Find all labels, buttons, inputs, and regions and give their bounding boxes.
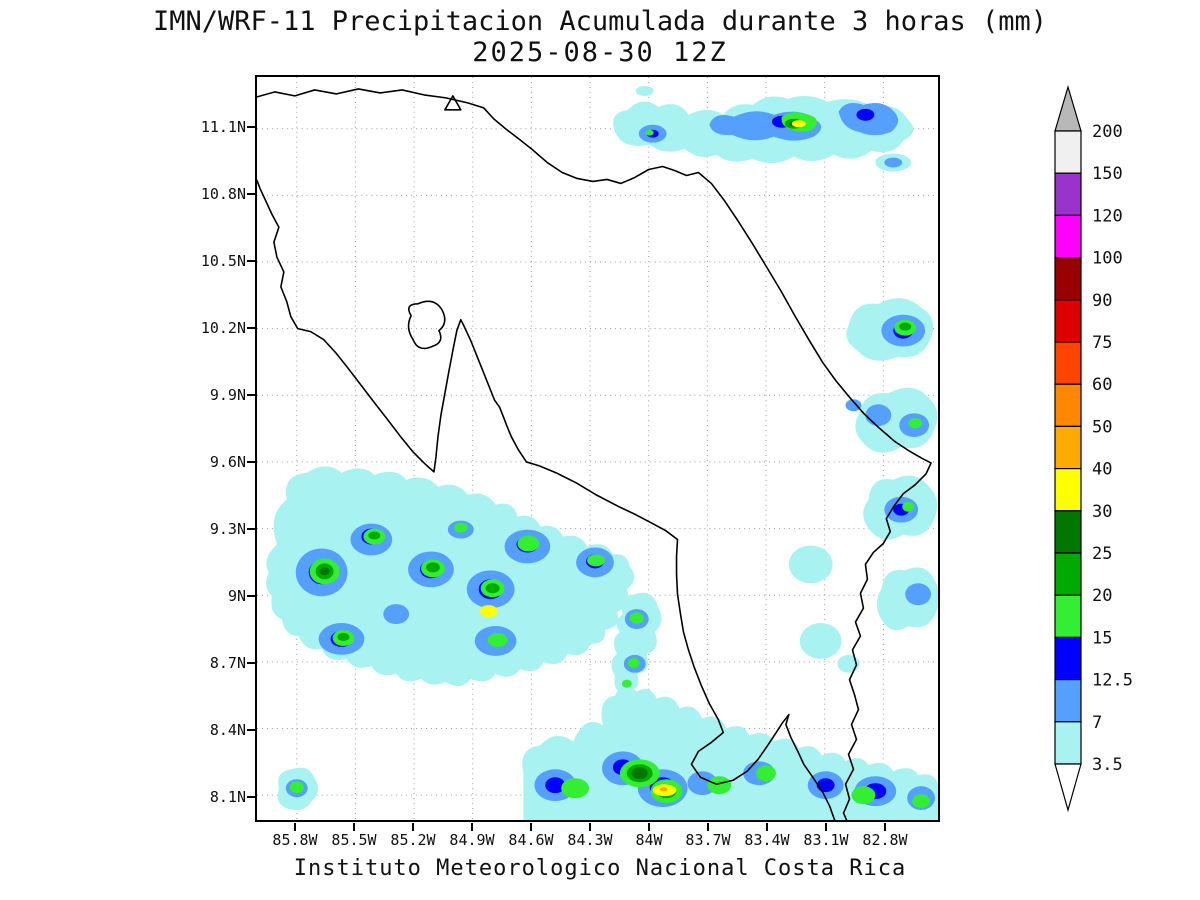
coastline-estuary-island	[407, 300, 446, 350]
axis-tick	[247, 260, 255, 262]
lon-tick-label: 85.8W	[272, 831, 318, 849]
colorbar-label: 25	[1092, 544, 1112, 564]
axis-tick	[247, 662, 255, 664]
axis-tick	[707, 823, 709, 831]
colorbar-label: 200	[1092, 122, 1123, 142]
axis-tick	[247, 729, 255, 731]
precip-level-40	[659, 787, 668, 792]
axis-tick	[247, 461, 255, 463]
lat-tick-label: 10.8N	[200, 185, 246, 203]
axis-tick	[247, 394, 255, 396]
colorbar-label: 60	[1092, 375, 1112, 395]
lat-tick-label: 8.1N	[209, 788, 246, 806]
precip-level-3p5	[266, 85, 938, 820]
axis-tick	[247, 327, 255, 329]
axis-tick	[247, 126, 255, 128]
lat-tick-label: 9N	[227, 587, 246, 605]
colorbar-label: 40	[1092, 460, 1112, 480]
axis-tick	[294, 823, 296, 831]
colorbar-arrow-top	[1054, 85, 1082, 132]
lat-tick-label: 9.9N	[209, 386, 246, 404]
axis-tick	[247, 193, 255, 195]
lat-tick-label: 10.2N	[200, 319, 246, 337]
coastline-north-caribbean	[257, 88, 932, 820]
lon-tick-label: 83.7W	[685, 831, 731, 849]
lat-tick-label: 9.6N	[209, 453, 246, 471]
lat-tick-label: 10.5N	[200, 252, 246, 270]
axis-tick	[247, 528, 255, 530]
lat-tick-label: 9.3N	[209, 520, 246, 538]
lon-tick-label: 84.3W	[567, 831, 613, 849]
coastline-pacific	[257, 179, 836, 820]
lon-tick-label: 85.2W	[390, 831, 436, 849]
colorbar-label: 7	[1092, 713, 1102, 733]
graticule-grid	[257, 77, 938, 820]
colorbar-label: 15	[1092, 628, 1112, 648]
lon-tick-label: 83.1W	[803, 831, 849, 849]
colorbar-arrow-bottom	[1054, 763, 1082, 813]
axis-tick	[766, 823, 768, 831]
lat-tick-label: 8.4N	[209, 721, 246, 739]
lon-tick-label: 84.6W	[508, 831, 554, 849]
lon-tick-label: 84W	[635, 831, 663, 849]
map-plot-area	[255, 75, 940, 822]
axis-tick	[412, 823, 414, 831]
colorbar-label: 150	[1092, 164, 1123, 184]
axis-tick	[247, 595, 255, 597]
lon-tick-label: 84.9W	[449, 831, 495, 849]
colorbar-label: 120	[1092, 206, 1123, 226]
lon-tick-label: 85.5W	[331, 831, 377, 849]
lon-tick-label: 82.8W	[862, 831, 908, 849]
map-subtitle-date: 2025-08-30 12Z	[472, 37, 728, 68]
lat-tick-label: 8.7N	[209, 654, 246, 672]
axis-tick	[471, 823, 473, 831]
colorbar-label: 20	[1092, 586, 1112, 606]
axis-tick	[884, 823, 886, 831]
coastline	[257, 88, 932, 820]
colorbar-label: 75	[1092, 333, 1112, 353]
colorbar: 200 150 120 100 90 75 60 50 40 30 25 20 …	[1052, 85, 1192, 830]
coastline-lake-island-triangle	[444, 95, 462, 111]
precip-level-15	[289, 112, 931, 809]
axis-tick	[353, 823, 355, 831]
axis-tick	[247, 796, 255, 798]
colorbar-label: 90	[1092, 291, 1112, 311]
lon-tick-label: 83.4W	[744, 831, 790, 849]
colorbar-label: 50	[1092, 417, 1112, 437]
axis-tick	[530, 823, 532, 831]
precip-level-12p5	[308, 108, 914, 800]
map-title: IMN/WRF-11 Precipitacion Acumulada duran…	[152, 6, 1048, 37]
axis-tick	[825, 823, 827, 831]
colorbar-label: 12.5	[1092, 671, 1133, 691]
colorbar-label: 3.5	[1092, 755, 1123, 775]
precip-level-25	[319, 120, 799, 796]
colorbar-label: 30	[1092, 502, 1112, 522]
colorbar-label: 100	[1092, 249, 1123, 269]
axis-tick	[648, 823, 650, 831]
lat-tick-label: 11.1N	[200, 118, 246, 136]
footer-institution: Instituto Meteorologico Nacional Costa R…	[293, 856, 907, 881]
axis-tick	[589, 823, 591, 831]
